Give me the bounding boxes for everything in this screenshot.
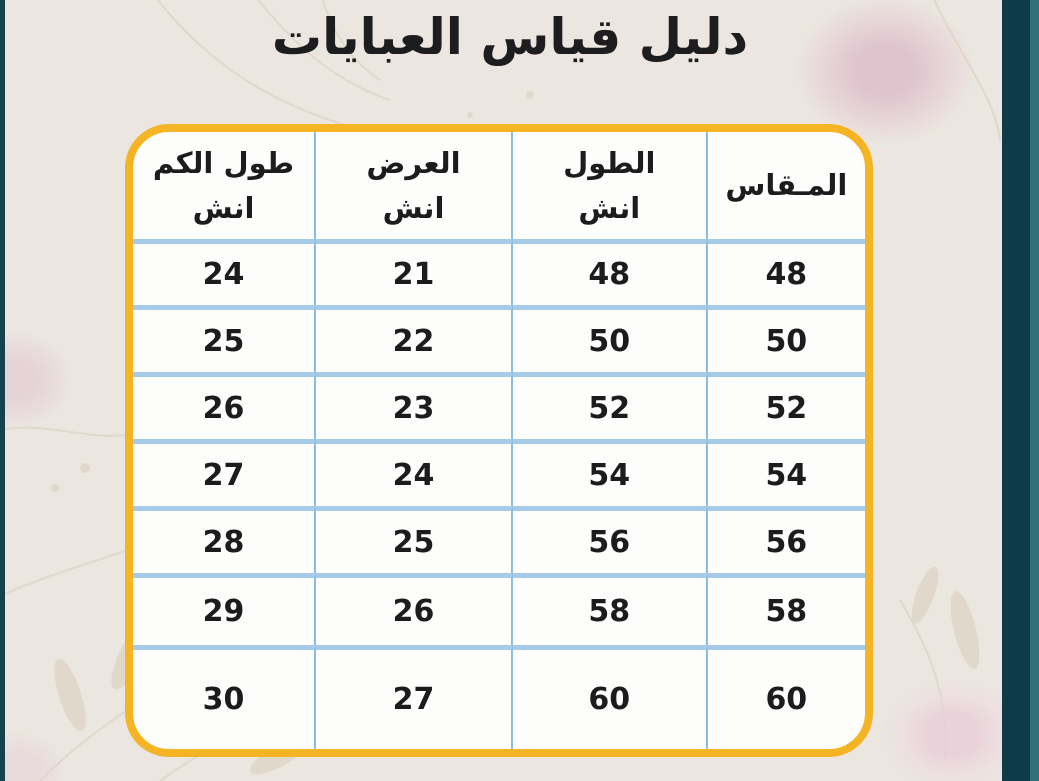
cell-width: 27: [316, 645, 513, 749]
header-size-label: المـقاس: [725, 168, 848, 203]
header-length-label: الطول: [563, 145, 656, 180]
cell-width: 26: [316, 573, 513, 645]
size-guide-table-grid: المـقاس الطول انش العرض انش طول الكم انش…: [133, 132, 865, 749]
cell-width: 22: [316, 305, 513, 372]
cell-length: 48: [512, 239, 708, 305]
header-sleeve: طول الكم انش: [133, 132, 317, 239]
header-width-unit: انش: [382, 190, 445, 225]
cell-sleeve: 30: [133, 645, 317, 749]
cell-size: 60: [707, 645, 865, 749]
cell-size: 48: [707, 239, 865, 305]
cell-size: 58: [707, 573, 865, 645]
cell-sleeve: 29: [133, 573, 317, 645]
header-width: العرض انش: [316, 132, 513, 239]
page-title: دليل قياس العبايات: [271, 8, 749, 66]
cell-size: 54: [707, 439, 865, 506]
header-sleeve-label: طول الكم: [152, 145, 295, 180]
cell-size: 50: [707, 305, 865, 372]
right-edge-strip-light: [1030, 0, 1039, 781]
cell-length: 50: [512, 305, 708, 372]
header-length-unit: انش: [578, 190, 641, 225]
cell-sleeve: 28: [133, 506, 317, 573]
header-width-label: العرض: [366, 145, 461, 180]
cell-size: 56: [707, 506, 865, 573]
cell-width: 23: [316, 372, 513, 439]
cell-width: 24: [316, 439, 513, 506]
cell-width: 25: [316, 506, 513, 573]
left-edge-strip: [0, 0, 5, 781]
cell-length: 56: [512, 506, 708, 573]
cell-length: 52: [512, 372, 708, 439]
header-sleeve-unit: انش: [192, 190, 255, 225]
rose-left-middle: [0, 315, 90, 445]
cell-sleeve: 24: [133, 239, 317, 305]
cell-length: 60: [512, 645, 708, 749]
header-length: الطول انش: [513, 132, 708, 239]
cell-sleeve: 26: [133, 372, 317, 439]
cell-sleeve: 27: [133, 439, 317, 506]
header-size: المـقاس: [708, 132, 865, 239]
cell-sleeve: 25: [133, 305, 317, 372]
cell-size: 52: [707, 372, 865, 439]
cell-length: 54: [512, 439, 708, 506]
right-edge-strip-dark: [1002, 0, 1030, 781]
rose-bottom-left: [0, 720, 80, 781]
cell-width: 21: [316, 239, 513, 305]
cell-length: 58: [512, 573, 708, 645]
size-guide-table: المـقاس الطول انش العرض انش طول الكم انش…: [125, 124, 873, 757]
